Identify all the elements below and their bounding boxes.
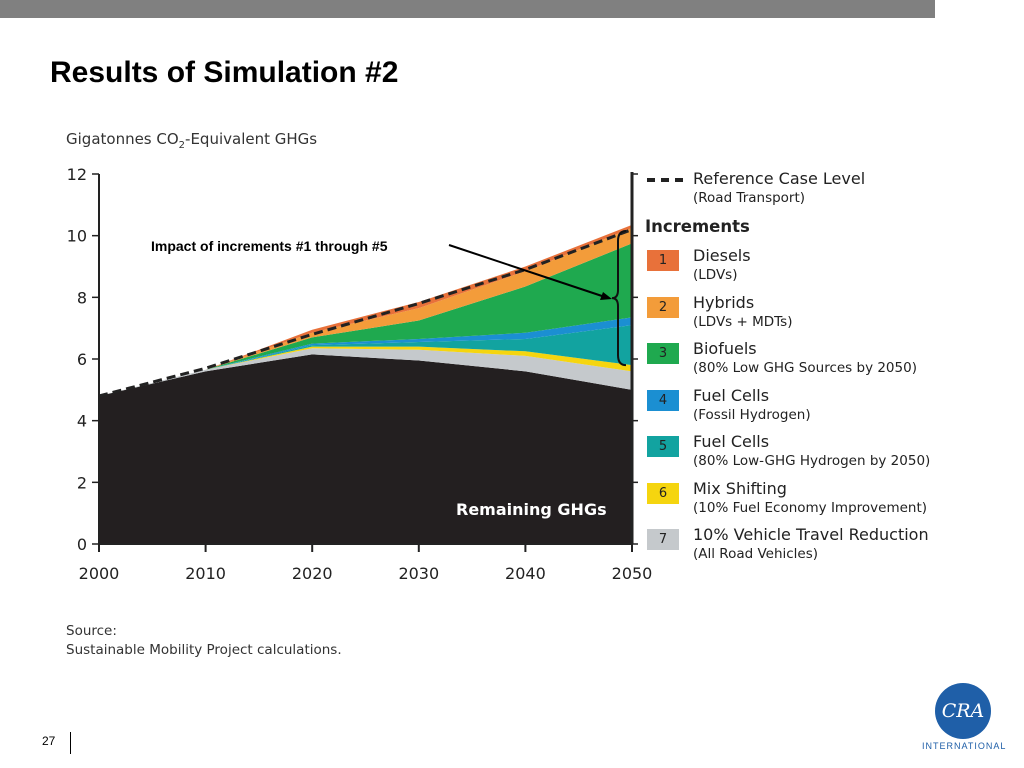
legend-swatch-4: 4 xyxy=(647,389,679,411)
legend-desc-2: (LDVs + MDTs) xyxy=(693,313,793,330)
legend-item-3: 3 Biofuels (80% Low GHG Sources by 2050) xyxy=(645,339,1005,385)
slide-title: Results of Simulation #2 xyxy=(50,56,399,89)
y-tick-label: 8 xyxy=(77,288,87,307)
y-tick-label: 12 xyxy=(67,165,87,184)
reference-dash-icon xyxy=(647,178,683,182)
legend-desc-3: (80% Low GHG Sources by 2050) xyxy=(693,360,917,376)
logo-text: INTERNATIONAL xyxy=(922,741,1007,751)
company-logo: CRA xyxy=(935,683,991,739)
legend-name-7: 10% Vehicle Travel Reduction xyxy=(693,525,929,544)
chart-title-main: Gigatonnes CO xyxy=(66,130,179,148)
top-bar xyxy=(0,0,935,18)
legend-item-4: 4 Fuel Cells (Fossil Hydrogen) xyxy=(645,386,1005,432)
x-tick-label: 2040 xyxy=(505,564,546,583)
area-increment-5 xyxy=(99,325,632,396)
y-tick-label: 6 xyxy=(77,350,87,369)
legend-desc-7: (All Road Vehicles) xyxy=(693,546,819,562)
legend-swatch-7: 7 xyxy=(647,529,679,550)
x-tick-label: 2020 xyxy=(292,564,333,583)
legend-name-1: Diesels xyxy=(693,246,751,265)
legend-desc-1: (LDVs) xyxy=(693,267,738,283)
increments-impact-annotation: Impact of increments #1 through #5 xyxy=(151,238,388,254)
y-tick-label: 0 xyxy=(77,535,87,554)
legend-item-2: 2 Hybrids (LDVs + MDTs) xyxy=(645,293,1005,339)
legend-item-6: 6 Mix Shifting (10% Fuel Economy Improveme… xyxy=(645,479,1005,525)
legend-name-3: Biofuels xyxy=(693,339,757,358)
increments-bracket xyxy=(611,230,627,367)
legend-item-7: 7 10% Vehicle Travel Reduction (All Road V… xyxy=(645,525,1005,571)
page-number: 27 xyxy=(42,734,56,748)
chart-title-subscript: 2 xyxy=(178,140,186,151)
area-increment-3 xyxy=(99,243,632,396)
legend-desc-5: (80% Low-GHG Hydrogen by 2050) xyxy=(693,453,931,469)
annotation-arrow xyxy=(448,244,603,297)
legend-reference-label: Reference Case Level xyxy=(693,169,866,188)
reference-line xyxy=(98,228,633,398)
legend-desc-4: (Fossil Hydrogen) xyxy=(693,406,811,423)
y-tick-label: 4 xyxy=(77,412,87,431)
legend-reference-desc: (Road Transport) xyxy=(693,190,806,206)
legend-swatch-2: 2 xyxy=(647,296,679,318)
legend-increments-title: Increments xyxy=(645,217,750,236)
area-increment-4 xyxy=(99,317,632,396)
logo-mark: CRA xyxy=(941,700,985,722)
legend-swatch-1: 1 xyxy=(647,250,679,271)
legend-name-2: Hybrids xyxy=(693,292,755,312)
legend-name-6: Mix Shifting xyxy=(693,478,787,498)
area-increment-7 xyxy=(99,348,632,396)
x-tick-label: 2050 xyxy=(612,564,653,583)
source-note: Source: Sustainable Mobility Project cal… xyxy=(66,622,342,660)
source-text: Sustainable Mobility Project calculation… xyxy=(66,642,342,658)
legend-swatch-6: 6 xyxy=(647,482,679,504)
y-tick-label: 2 xyxy=(77,473,87,492)
x-tick-label: 2000 xyxy=(79,564,120,583)
chart-title: Gigatonnes CO2-Equivalent GHGs xyxy=(66,130,317,151)
legend-desc-6: (10% Fuel Economy Improvement) xyxy=(693,499,928,516)
y-tick-label: 10 xyxy=(67,227,87,246)
legend-swatch-3: 3 xyxy=(647,343,679,364)
legend-swatch-5: 5 xyxy=(647,436,679,457)
annotation-arrow-head xyxy=(600,292,612,300)
legend-item-1: 1 Diesels (LDVs) xyxy=(645,246,1005,292)
legend-name-4: Fuel Cells xyxy=(693,385,770,405)
legend-name-5: Fuel Cells xyxy=(693,432,770,451)
area-remaining-ghgs xyxy=(99,354,632,544)
remaining-ghgs-label: Remaining GHGs xyxy=(456,500,607,519)
source-label: Source: xyxy=(66,623,117,639)
x-tick-label: 2010 xyxy=(185,564,226,583)
page-separator xyxy=(70,732,71,754)
x-tick-label: 2030 xyxy=(398,564,439,583)
legend-item-5: 5 Fuel Cells (80% Low-GHG Hydrogen by 2050… xyxy=(645,432,1005,478)
chart-title-tail: -Equivalent GHGs xyxy=(185,130,318,148)
